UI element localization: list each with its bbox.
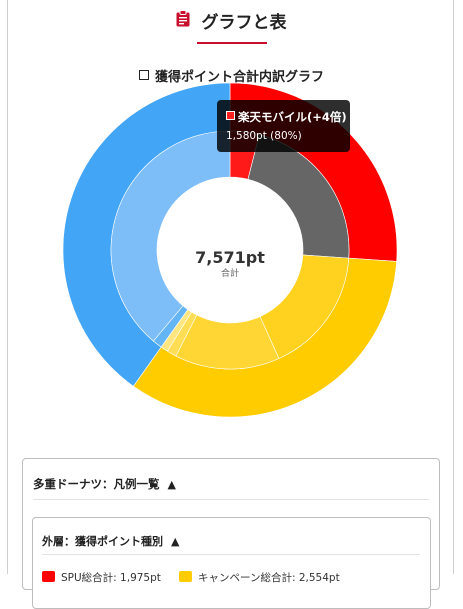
- divider: [33, 499, 429, 500]
- legend-swatch: [179, 571, 192, 582]
- section-title: グラフと表: [201, 13, 287, 33]
- square-icon: [138, 70, 149, 80]
- legend-item-campaign[interactable]: キャンペーン総合計: 2,554pt: [179, 570, 340, 585]
- collapse-arrow-icon[interactable]: ▲: [167, 478, 176, 491]
- tooltip-value: 1,580pt (80%): [226, 130, 302, 142]
- outer-legend-title: 外層：獲得ポイント種別: [42, 535, 163, 548]
- center-total: 7,571pt: [195, 248, 265, 267]
- center-label: 合計: [220, 269, 239, 279]
- tooltip-swatch: [226, 111, 235, 120]
- legend-header[interactable]: 多重ドーナツ：凡例一覧 ▲: [33, 476, 176, 492]
- chart-title-text: 獲得ポイント合計内訳グラフ: [154, 70, 324, 85]
- chart-title: 獲得ポイント合計内訳グラフ: [0, 66, 463, 85]
- divider: [42, 554, 420, 555]
- legend-item-spu[interactable]: SPU総合計: 1,975pt: [42, 570, 161, 585]
- legend-swatch: [42, 571, 55, 582]
- legend-panel: 多重ドーナツ：凡例一覧 ▲ 外層：獲得ポイント種別 ▲ SPU総合計: 1,975p…: [22, 458, 440, 609]
- donut-chart[interactable]: [0, 0, 463, 574]
- tooltip-title: 楽天モバイル(+4倍): [238, 110, 347, 124]
- clipboard-icon: [176, 10, 190, 31]
- chart-tooltip: 楽天モバイル(+4倍) 1,580pt (80%): [217, 100, 350, 152]
- outer-legend-panel: 外層：獲得ポイント種別 ▲ SPU総合計: 1,975pt キャンペーン総合計: …: [32, 517, 431, 609]
- inner-ring: [110, 130, 350, 370]
- legend-title: 多重ドーナツ：凡例一覧: [33, 477, 160, 491]
- section-heading: グラフと表: [0, 8, 463, 33]
- heading-underline: [197, 42, 267, 44]
- collapse-arrow-icon[interactable]: ▲: [171, 535, 180, 548]
- outer-legend-header[interactable]: 外層：獲得ポイント種別 ▲: [42, 533, 179, 549]
